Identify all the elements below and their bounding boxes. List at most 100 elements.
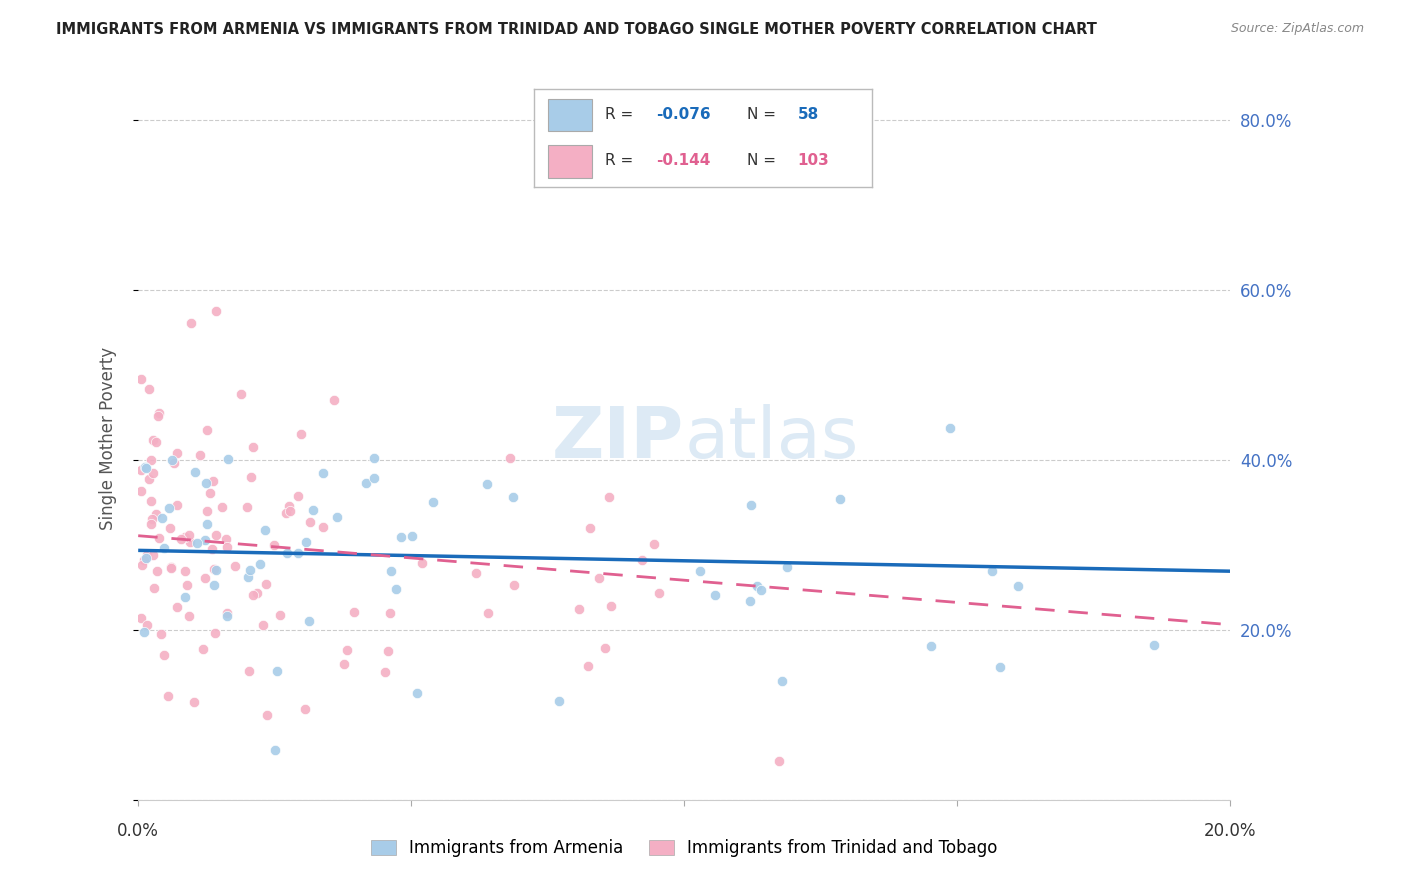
Point bbox=[981, 564, 1004, 578]
Point bbox=[276, 546, 298, 560]
Point bbox=[129, 372, 152, 386]
Point bbox=[503, 578, 526, 592]
Point bbox=[290, 427, 312, 442]
Point bbox=[141, 517, 163, 532]
Point bbox=[242, 588, 264, 602]
Point bbox=[141, 512, 163, 526]
Point bbox=[131, 558, 153, 573]
Point bbox=[332, 657, 354, 671]
Text: 20.0%: 20.0% bbox=[1204, 822, 1257, 839]
Point bbox=[246, 586, 269, 600]
Point bbox=[406, 686, 429, 700]
Point bbox=[302, 503, 325, 517]
Legend: Immigrants from Armenia, Immigrants from Trinidad and Tobago: Immigrants from Armenia, Immigrants from… bbox=[364, 833, 1004, 864]
Point bbox=[256, 708, 278, 723]
Point bbox=[747, 579, 769, 593]
Point bbox=[211, 500, 233, 515]
Point bbox=[169, 532, 191, 546]
Point bbox=[295, 534, 318, 549]
Point bbox=[422, 495, 444, 509]
Point bbox=[828, 492, 851, 507]
Point bbox=[326, 510, 349, 524]
Point bbox=[177, 609, 200, 624]
Point bbox=[278, 504, 301, 518]
Point bbox=[163, 456, 186, 470]
Point bbox=[201, 541, 224, 556]
Point bbox=[385, 582, 408, 597]
Point bbox=[377, 644, 399, 658]
Point bbox=[938, 420, 960, 434]
Point bbox=[643, 537, 665, 551]
Point bbox=[239, 563, 262, 577]
Point bbox=[298, 515, 321, 529]
Point bbox=[599, 599, 621, 613]
Point bbox=[194, 533, 217, 547]
Point bbox=[180, 316, 202, 330]
Point bbox=[266, 664, 288, 678]
Text: Source: ZipAtlas.com: Source: ZipAtlas.com bbox=[1230, 22, 1364, 36]
Point bbox=[138, 382, 160, 396]
FancyBboxPatch shape bbox=[548, 99, 592, 131]
Point bbox=[1143, 638, 1166, 652]
Point bbox=[389, 530, 412, 544]
Point bbox=[150, 627, 173, 641]
Point bbox=[287, 489, 309, 503]
Text: 0.0%: 0.0% bbox=[117, 822, 159, 839]
Point bbox=[194, 571, 217, 585]
Point bbox=[135, 460, 157, 475]
Point bbox=[204, 625, 226, 640]
Text: -0.144: -0.144 bbox=[655, 153, 710, 169]
Point bbox=[160, 560, 183, 574]
Point bbox=[146, 565, 169, 579]
Point bbox=[380, 564, 402, 578]
Point bbox=[238, 570, 260, 584]
Point bbox=[132, 624, 155, 639]
Point bbox=[138, 472, 160, 486]
Point bbox=[253, 524, 276, 538]
Point bbox=[198, 485, 221, 500]
Point bbox=[176, 577, 198, 591]
Point bbox=[129, 611, 152, 625]
Point bbox=[776, 559, 799, 574]
Point bbox=[139, 493, 162, 508]
Point bbox=[148, 531, 170, 545]
Point bbox=[157, 501, 180, 516]
Point bbox=[145, 434, 167, 449]
Point bbox=[236, 500, 259, 514]
Point bbox=[502, 490, 524, 504]
Point bbox=[129, 484, 152, 499]
Point bbox=[217, 451, 239, 466]
Point bbox=[134, 553, 156, 567]
Point bbox=[184, 465, 207, 479]
Point bbox=[477, 606, 499, 620]
Text: atlas: atlas bbox=[685, 404, 859, 474]
Point bbox=[239, 470, 262, 484]
Point bbox=[166, 599, 188, 614]
Point bbox=[159, 561, 181, 575]
Point bbox=[188, 449, 211, 463]
Point bbox=[142, 548, 165, 562]
Point bbox=[380, 606, 402, 620]
Point bbox=[312, 467, 335, 481]
Point bbox=[166, 498, 188, 512]
Point bbox=[183, 695, 205, 709]
Point bbox=[356, 475, 378, 490]
Text: R =: R = bbox=[605, 107, 638, 122]
Point bbox=[135, 551, 157, 566]
Point bbox=[195, 516, 218, 531]
Point bbox=[143, 581, 166, 595]
Point bbox=[312, 519, 335, 533]
Point bbox=[363, 471, 385, 485]
Point bbox=[631, 553, 654, 567]
Point bbox=[205, 564, 228, 578]
Point bbox=[287, 546, 309, 560]
Point bbox=[568, 602, 591, 616]
Point bbox=[401, 529, 423, 543]
Point bbox=[159, 521, 181, 535]
Point bbox=[269, 607, 291, 622]
Point bbox=[202, 578, 225, 592]
Point bbox=[249, 558, 271, 572]
Y-axis label: Single Mother Poverty: Single Mother Poverty bbox=[100, 347, 117, 531]
Point bbox=[343, 605, 366, 619]
Point bbox=[254, 577, 277, 591]
